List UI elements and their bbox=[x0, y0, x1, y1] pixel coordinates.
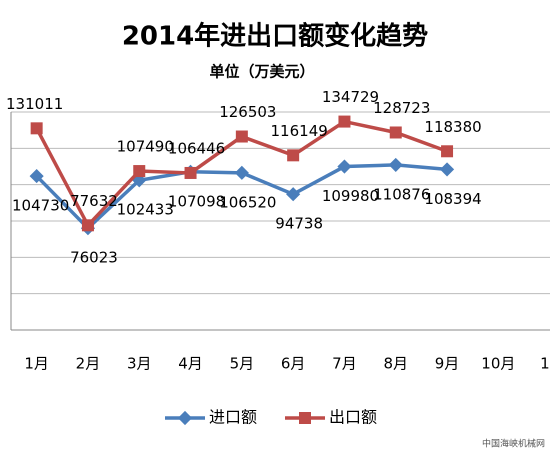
data-label: 116149 bbox=[271, 122, 328, 140]
x-tick-label: 4月 bbox=[178, 355, 203, 373]
x-tick-label: 6月 bbox=[281, 355, 306, 373]
data-label: 94738 bbox=[275, 215, 323, 233]
data-label: 126503 bbox=[219, 103, 276, 121]
x-tick-label: 9月 bbox=[435, 355, 460, 373]
data-label: 106446 bbox=[168, 139, 225, 157]
x-tick-label: 3月 bbox=[127, 355, 152, 373]
marker bbox=[389, 126, 402, 139]
legend-marker bbox=[299, 412, 311, 424]
x-tick-label: 1月 bbox=[24, 355, 49, 373]
marker bbox=[287, 149, 300, 162]
marker bbox=[286, 187, 301, 202]
marker bbox=[235, 130, 248, 143]
legend-marker bbox=[177, 410, 193, 426]
chart-subtitle: 单位（万美元） bbox=[209, 63, 314, 81]
data-label: 107098 bbox=[168, 192, 225, 210]
marker bbox=[30, 122, 43, 135]
source: 中国海峡机械网 bbox=[482, 438, 545, 450]
marker bbox=[338, 115, 351, 128]
x-tick-label: 5月 bbox=[230, 355, 255, 373]
data-label: 107490 bbox=[117, 138, 174, 156]
data-label: 131011 bbox=[6, 95, 63, 113]
marker bbox=[184, 166, 197, 179]
marker bbox=[81, 219, 94, 232]
x-tick-label: 7月 bbox=[332, 355, 357, 373]
data-label: 76023 bbox=[70, 249, 118, 267]
marker bbox=[441, 145, 454, 158]
legend-label: 出口额 bbox=[329, 408, 377, 427]
data-label: 134729 bbox=[322, 88, 379, 106]
marker bbox=[234, 165, 249, 180]
data-label: 104730 bbox=[12, 197, 69, 215]
marker bbox=[388, 157, 403, 172]
marker bbox=[133, 165, 146, 178]
marker bbox=[439, 162, 455, 177]
chart-title: 2014年进出口额变化趋势 bbox=[122, 21, 428, 52]
marker bbox=[337, 159, 352, 174]
x-tick-label: 8月 bbox=[383, 355, 408, 373]
data-label: 109980 bbox=[322, 187, 379, 205]
x-tick-label: 10月 bbox=[481, 355, 515, 373]
data-label: 108394 bbox=[424, 190, 481, 208]
data-label: 110876 bbox=[373, 185, 430, 203]
data-label: 102433 bbox=[117, 201, 174, 219]
data-label: 77632 bbox=[70, 192, 118, 210]
legend-label: 进口额 bbox=[209, 408, 257, 427]
x-tick-label: 2月 bbox=[76, 355, 101, 373]
data-label: 106520 bbox=[219, 193, 276, 211]
x-tick-label: 11 bbox=[540, 355, 550, 373]
data-label: 128723 bbox=[373, 99, 430, 117]
data-label: 118380 bbox=[424, 118, 481, 136]
